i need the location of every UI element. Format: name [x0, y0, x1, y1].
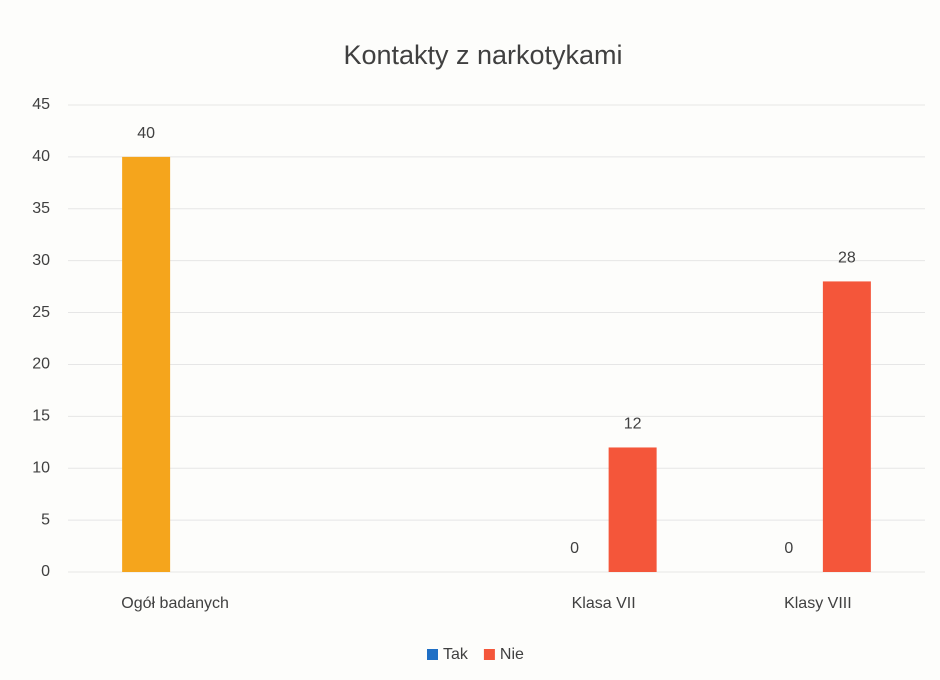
bar: [122, 156, 171, 572]
y-tick-label: 15: [32, 408, 50, 425]
x-tick-label: Klasa VII: [572, 595, 636, 612]
x-tick-label: Ogół badanych: [121, 595, 229, 612]
y-tick-label: 45: [32, 96, 50, 113]
value-label: 0: [784, 540, 793, 557]
value-label: 0: [570, 540, 579, 557]
y-tick-label: 40: [32, 148, 50, 165]
y-tick-label: 0: [41, 563, 50, 580]
value-label: 40: [137, 125, 155, 142]
legend-label: Nie: [500, 646, 524, 663]
y-tick-label: 25: [32, 304, 50, 321]
legend-swatch: [483, 649, 495, 660]
y-tick-label: 5: [41, 511, 50, 528]
bar: [822, 281, 871, 572]
x-tick-label: Klasy VIII: [784, 595, 852, 612]
value-label: 28: [838, 250, 856, 267]
legend-swatch: [427, 649, 438, 660]
chart-title: Kontakty z narkotykami: [343, 40, 622, 70]
legend-label: Tak: [443, 646, 469, 663]
y-tick-label: 20: [32, 356, 50, 373]
bar: [608, 447, 657, 572]
y-tick-label: 30: [32, 252, 50, 269]
y-tick-label: 35: [32, 200, 50, 217]
y-tick-label: 10: [32, 459, 50, 476]
value-label: 12: [624, 416, 642, 433]
